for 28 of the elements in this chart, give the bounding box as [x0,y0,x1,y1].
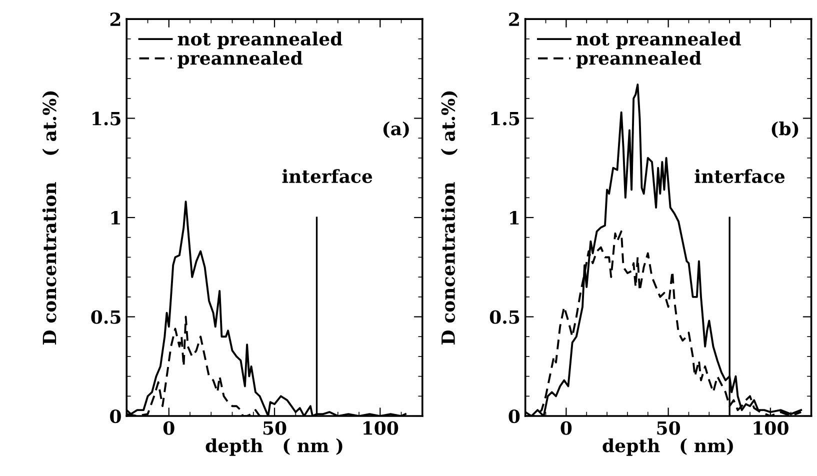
legend-label: preannealed [178,50,303,68]
x-tick-label: 50 [657,421,680,435]
x-tick-label: 100 [754,421,788,435]
y-tick-label: 1 [510,210,519,224]
y-axis-title: D concentration ( at.%) [42,91,59,344]
legend-label: not preannealed [178,32,342,50]
annotation: (b) [772,121,798,138]
y-tick-label: 1.5 [92,112,120,126]
y-tick-label: 1 [111,210,120,224]
ref-line-label: interface [282,169,372,184]
annotation: (a) [383,121,409,138]
x-axis-title: depth ( nm) [602,438,733,456]
legend-label: not preannealed [576,32,741,50]
y-tick-label: 0.5 [490,310,520,324]
y-tick-label: 0 [508,409,520,424]
y-axis-title: D concentration ( at.%) [441,91,458,344]
y-tick-label: 0 [110,409,121,424]
x-tick-label: 50 [263,421,286,435]
ref-line-label: interface [694,169,785,184]
y-tick-label: 2 [110,12,120,26]
x-tick-label: 0 [163,421,174,435]
x-axis-title: depth ( nm ) [206,438,342,456]
y-tick-label: 0.5 [91,310,120,324]
x-tick-label: 0 [560,421,572,435]
x-tick-label: 100 [364,421,398,435]
legend-label: preannealed [576,50,702,68]
y-tick-label: 2 [509,12,519,26]
y-tick-label: 1.5 [491,112,520,126]
